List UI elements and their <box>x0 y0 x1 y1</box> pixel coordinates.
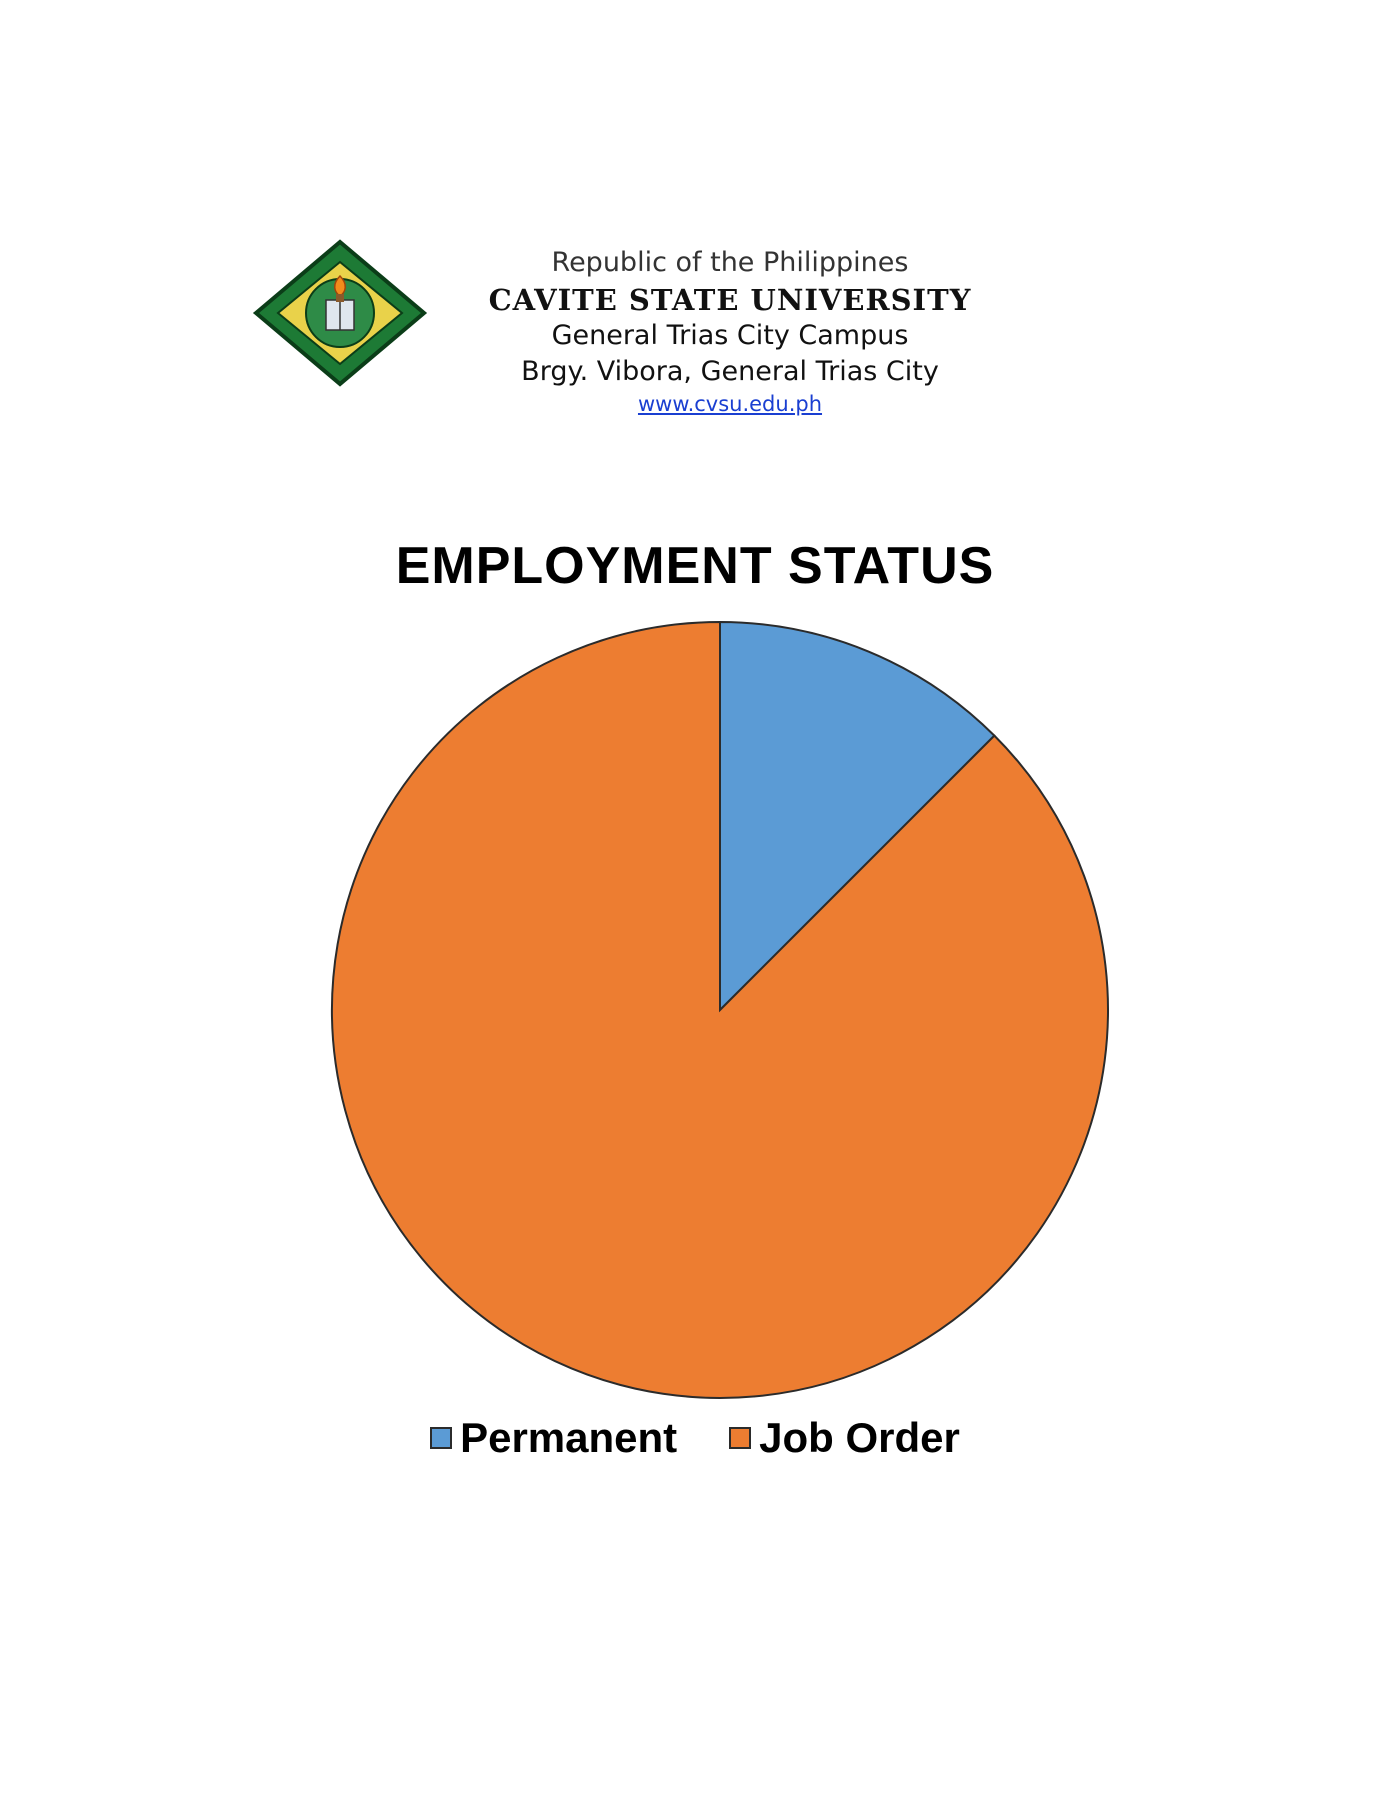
legend-item-job-order: Job Order <box>729 1414 960 1462</box>
pie-slice-permanent <box>719 620 996 1013</box>
pie-slice-job-order <box>331 620 1109 1399</box>
university-name: CAVITE STATE UNIVERSITY <box>488 283 972 317</box>
website-link[interactable]: www.cvsu.edu.ph <box>637 392 823 416</box>
letterhead: Republic of the Philippines CAVITE STATE… <box>0 0 1390 440</box>
pie-chart <box>331 620 1109 1399</box>
legend-label: Permanent <box>460 1414 678 1461</box>
university-seal-icon <box>252 239 428 387</box>
legend-swatch <box>729 1427 752 1449</box>
country-line: Republic of the Philippines <box>551 247 909 278</box>
chart-legend: Permanent Job Order <box>0 1414 1390 1462</box>
chart-title: EMPLOYMENT STATUS <box>395 537 995 595</box>
campus-address: Brgy. Vibora, General Trias City <box>521 356 939 387</box>
legend-swatch <box>430 1427 453 1449</box>
legend-label: Job Order <box>759 1414 960 1461</box>
letterhead-text: Republic of the Philippines CAVITE STATE… <box>440 244 1020 418</box>
legend-item-permanent: Permanent <box>430 1414 677 1462</box>
campus-name: General Trias City Campus <box>551 320 909 351</box>
